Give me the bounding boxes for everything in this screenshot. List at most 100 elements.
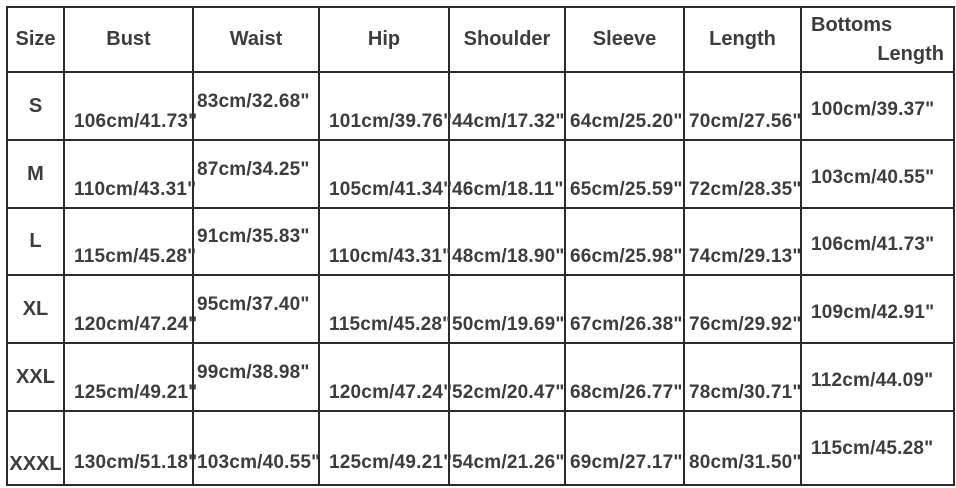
measurement-value: 46cm/18.11"	[452, 179, 564, 200]
header-cell-shoulder: Shoulder	[450, 8, 566, 73]
measurement-value: 67cm/26.38"	[570, 314, 683, 335]
value-cell-s-bust: 106cm/41.73"	[65, 73, 198, 141]
size-label: XXXL	[9, 453, 62, 475]
value-cell-m-bust: 110cm/43.31"	[65, 141, 196, 209]
header-cell-size: Size	[8, 8, 65, 73]
value-cell-xl-bust: 120cm/47.24"	[65, 276, 198, 344]
measurement-value: 112cm/44.09"	[811, 370, 934, 391]
value-cell-xxl-bottoms: 112cm/44.09"	[802, 344, 953, 412]
header-label-waist: Waist	[229, 28, 283, 50]
value-cell-xl-hip: 115cm/45.28"	[320, 276, 452, 344]
size-cell-xxl: XXL	[8, 344, 65, 412]
header-cell-hip: Hip	[320, 8, 450, 73]
size-label: M	[27, 162, 44, 185]
size-label: XXL	[16, 365, 55, 388]
measurement-value: 68cm/26.77"	[570, 382, 683, 403]
measurement-value: 115cm/45.28"	[329, 314, 452, 335]
measurement-value: 120cm/47.24"	[74, 314, 198, 335]
measurement-value: 78cm/30.71"	[689, 382, 802, 403]
measurement-value: 120cm/47.24"	[329, 382, 453, 403]
measurement-value: 64cm/25.20"	[570, 111, 683, 132]
header-label-bottoms: Bottoms	[811, 13, 893, 36]
header-label-length: Length	[709, 28, 776, 50]
measurement-value: 103cm/40.55"	[811, 167, 935, 188]
value-cell-l-hip: 110cm/43.31"	[320, 209, 452, 276]
size-cell-s: S	[8, 73, 65, 141]
measurement-value: 100cm/39.37"	[811, 99, 935, 120]
value-cell-xl-shoulder: 50cm/19.69"	[450, 276, 566, 344]
size-label: S	[28, 94, 43, 117]
value-cell-xxl-shoulder: 52cm/20.47"	[450, 344, 566, 412]
value-cell-m-waist: 87cm/34.25"	[194, 141, 320, 209]
header-label-sleeve: Sleeve	[592, 28, 657, 50]
measurement-value: 91cm/35.83"	[197, 226, 310, 247]
measurement-value: 101cm/39.76"	[329, 111, 453, 132]
header-cell-bust: Bust	[65, 8, 194, 73]
value-cell-xxl-bust: 125cm/49.21"	[65, 344, 198, 412]
measurement-value: 125cm/49.21"	[74, 382, 198, 403]
size-cell-m: M	[8, 141, 65, 209]
size-cell-xxxl: XXXL	[8, 412, 65, 484]
value-cell-xl-sleeve: 67cm/26.38"	[566, 276, 685, 344]
value-cell-m-shoulder: 46cm/18.11"	[450, 141, 566, 209]
header-label-bust: Bust	[106, 28, 151, 50]
value-cell-xl-bottoms: 109cm/42.91"	[802, 276, 953, 344]
size-cell-l: L	[8, 209, 65, 276]
size-chart-table: Size Bust Waist Hip Shoulder Sleeve Leng…	[6, 6, 955, 486]
measurement-value: 106cm/41.73"	[74, 111, 198, 132]
measurement-value: 115cm/45.28"	[74, 246, 197, 267]
value-cell-xxxl-bust: 130cm/51.18"	[65, 412, 198, 484]
header-label-bottoms-length: Length	[877, 42, 944, 65]
value-cell-l-length: 74cm/29.13"	[685, 209, 802, 276]
measurement-value: 103cm/40.55"	[197, 452, 321, 473]
measurement-value: 83cm/32.68"	[197, 91, 310, 112]
header-label-shoulder: Shoulder	[463, 28, 551, 50]
header-cell-sleeve: Sleeve	[566, 8, 685, 73]
value-cell-xxl-hip: 120cm/47.24"	[320, 344, 453, 412]
measurement-value: 66cm/25.98"	[570, 246, 683, 267]
measurement-value: 87cm/34.25"	[197, 159, 310, 180]
value-cell-xxxl-shoulder: 54cm/21.26"	[450, 412, 566, 484]
value-cell-s-shoulder: 44cm/17.32"	[450, 73, 566, 141]
value-cell-s-waist: 83cm/32.68"	[194, 73, 320, 141]
measurement-value: 69cm/27.17"	[570, 452, 683, 473]
measurement-value: 65cm/25.59"	[570, 179, 683, 200]
measurement-value: 48cm/18.90"	[452, 246, 565, 267]
size-label: XL	[22, 297, 49, 320]
measurement-value: 115cm/45.28"	[811, 438, 934, 459]
measurement-value: 76cm/29.92"	[689, 314, 802, 335]
value-cell-s-hip: 101cm/39.76"	[320, 73, 453, 141]
value-cell-xxxl-hip: 125cm/49.21"	[320, 412, 452, 484]
value-cell-l-shoulder: 48cm/18.90"	[450, 209, 566, 276]
value-cell-s-sleeve: 64cm/25.20"	[566, 73, 685, 141]
header-label-hip: Hip	[367, 28, 401, 50]
value-cell-l-bust: 115cm/45.28"	[65, 209, 197, 276]
value-cell-s-bottoms: 100cm/39.37"	[802, 73, 953, 141]
value-cell-xxl-waist: 99cm/38.98"	[194, 344, 320, 412]
value-cell-s-length: 70cm/27.56"	[685, 73, 802, 141]
value-cell-xxl-sleeve: 68cm/26.77"	[566, 344, 685, 412]
value-cell-xxxl-length: 80cm/31.50"	[685, 412, 802, 484]
measurement-value: 54cm/21.26"	[452, 452, 565, 473]
header-cell-length: Length	[685, 8, 802, 73]
value-cell-m-hip: 105cm/41.34"	[320, 141, 452, 209]
value-cell-xl-length: 76cm/29.92"	[685, 276, 802, 344]
measurement-value: 130cm/51.18"	[74, 452, 198, 473]
measurement-value: 70cm/27.56"	[689, 111, 802, 132]
value-cell-m-sleeve: 65cm/25.59"	[566, 141, 685, 209]
measurement-value: 95cm/37.40"	[197, 294, 310, 315]
measurement-value: 74cm/29.13"	[689, 246, 802, 267]
header-cell-bottoms-length: Bottoms Length	[802, 8, 953, 73]
value-cell-l-bottoms: 106cm/41.73"	[802, 209, 953, 276]
value-cell-xxxl-sleeve: 69cm/27.17"	[566, 412, 685, 484]
value-cell-l-waist: 91cm/35.83"	[194, 209, 320, 276]
value-cell-l-sleeve: 66cm/25.98"	[566, 209, 685, 276]
measurement-value: 80cm/31.50"	[689, 452, 802, 473]
value-cell-xxxl-waist: 103cm/40.55"	[194, 412, 320, 484]
header-label-size: Size	[15, 28, 56, 50]
size-label: L	[29, 230, 42, 252]
measurement-value: 110cm/43.31"	[329, 246, 452, 267]
measurement-value: 44cm/17.32"	[452, 111, 565, 132]
value-cell-xxxl-bottoms: 115cm/45.28"	[802, 412, 953, 484]
